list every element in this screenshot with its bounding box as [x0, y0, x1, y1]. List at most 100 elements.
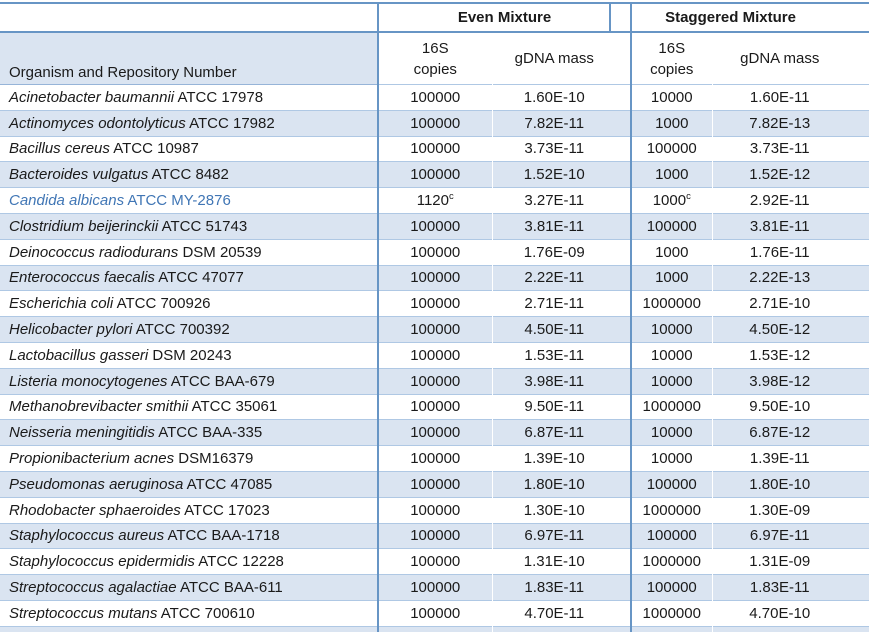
staggered-16s-value: 1000000 — [642, 553, 701, 571]
staggered-16s-copies-cell: 10000 — [630, 445, 712, 472]
staggered-16s-copies-cell: 1000 — [630, 161, 712, 188]
even-16s-value: 100000 — [410, 527, 461, 545]
staggered-mixture-header: Staggered Mixture — [630, 3, 869, 33]
table-row: Streptococcus agalactiae ATCC BAA-611 10… — [0, 574, 869, 601]
organism-name: Streptococcus pneumoniae — [9, 631, 191, 632]
organism-repo: ATCC MY-2876 — [127, 192, 231, 210]
even-16s-copies-cell: 100000 — [377, 470, 492, 498]
organism-cell: Methanobrevibacter smithii ATCC 35061 — [0, 393, 378, 420]
staggered-16s-value: 1000000 — [642, 295, 701, 313]
organism-cell: Actinomyces odontolyticus ATCC 17982 — [0, 109, 378, 137]
staggered-gdna-mass-cell: 7.82E-13 — [711, 109, 869, 137]
table-row: Actinomyces odontolyticus ATCC 17982 100… — [0, 109, 869, 137]
organism-name: Helicobacter pylori — [9, 321, 133, 339]
even-16s-footnote: c — [449, 191, 454, 203]
table-row: Staphylococcus epidermidis ATCC 12228 10… — [0, 548, 869, 575]
staggered-16s-copies-cell: 10000 — [630, 316, 712, 343]
even-16s-value: 100000 — [410, 501, 461, 519]
even-16s-copies-cell: 100000 — [377, 212, 492, 240]
table-row: Escherichia coli ATCC 700926 100000 2.71… — [0, 290, 869, 317]
table-row: Staphylococcus aureus ATCC BAA-1718 1000… — [0, 522, 869, 549]
staggered-gdna-mass-cell: 2.92E-11 — [711, 187, 869, 214]
even-gdna-mass-cell: 2.22E-11 — [491, 264, 631, 291]
even-gdna-mass-cell: 1.53E-11 — [491, 341, 631, 369]
even-gdna-mass-cell: 8.11E-11 — [491, 625, 631, 632]
even-16s-value: 100000 — [410, 346, 461, 364]
even-gdna-mass-cell: 1.76E-09 — [491, 238, 631, 266]
organism-cell: Streptococcus agalactiae ATCC BAA-611 — [0, 574, 378, 601]
table-header: Even Mixture Staggered Mixture Organism … — [0, 3, 869, 85]
organism-cell: Enterococcus faecalis ATCC 47077 — [0, 264, 378, 291]
even-gdna-mass-cell: 3.81E-11 — [491, 212, 631, 240]
organism-repo: ATCC 17978 — [177, 88, 264, 106]
even-16s-value: 100000 — [410, 579, 461, 597]
organism-name: Deinococcus radiodurans — [9, 243, 179, 261]
staggered-16s-footnote: c — [686, 191, 691, 203]
staggered-16s-copies-cell: 10000 — [630, 419, 712, 446]
organism-cell: Clostridium beijerinckii ATCC 51743 — [0, 212, 378, 240]
organism-name: Propionibacterium acnes — [9, 450, 175, 468]
organism-name: Staphylococcus epidermidis — [9, 553, 195, 571]
even-16s-copies-cell: 100000 — [377, 625, 492, 632]
organism-name: Candida albicans — [9, 192, 125, 210]
staggered-gdna-mass-cell: 1.30E-09 — [711, 496, 869, 524]
organism-repo: DSM 20539 — [182, 243, 262, 261]
organism-name: Bacteroides vulgatus — [9, 166, 149, 184]
even-gdna-mass-cell: 1.39E-10 — [491, 445, 631, 472]
organism-repo: DSM16379 — [178, 450, 254, 468]
even-16s-value: 100000 — [410, 140, 461, 158]
even-16s-line2: copies — [413, 60, 457, 78]
staggered-16s-copies-cell: 1000 — [630, 109, 712, 137]
staggered-16s-line2: copies — [650, 60, 694, 78]
organism-name: Acinetobacter baumannii — [9, 88, 175, 106]
even-16s-value: 100000 — [410, 269, 461, 287]
even-16s-copies-cell: 1120c — [377, 187, 492, 214]
even-16s-copies-cell: 100000 — [377, 161, 492, 188]
table-row: Deinococcus radiodurans DSM 20539 100000… — [0, 238, 869, 266]
group-header-row: Even Mixture Staggered Mixture — [0, 3, 869, 33]
staggered-gdna-mass-cell: 1.31E-09 — [711, 548, 869, 575]
organism-repo: ATCC 47085 — [186, 475, 273, 493]
even-16s-copies-cell: 100000 — [377, 341, 492, 369]
organism-cell: Neisseria meningitidis ATCC BAA-335 — [0, 419, 378, 446]
organism-cell: Bacillus cereus ATCC 10987 — [0, 135, 378, 162]
staggered-gdna-mass-cell: 9.50E-10 — [711, 393, 869, 420]
staggered-16s-copies-cell: 100000 — [630, 212, 712, 240]
organism-repo: ATCC 10987 — [113, 140, 199, 158]
table-row: Acinetobacter baumannii ATCC 17978 10000… — [0, 84, 869, 111]
staggered-16s-copies-cell: 10000 — [630, 84, 712, 111]
organism-name: Actinomyces odontolyticus — [9, 114, 186, 132]
staggered-16s-value: 1000000 — [642, 501, 701, 519]
even-16s-value: 100000 — [410, 424, 461, 442]
organism-repo: ATCC 17982 — [189, 114, 275, 132]
even-gdna-mass-cell: 4.70E-11 — [491, 599, 631, 627]
organism-repo: ATCC BAA-335 — [158, 424, 263, 442]
table-row: Candida albicans ATCC MY-2876 1120c 3.27… — [0, 187, 869, 214]
staggered-16s-copies-cell: 100000 — [630, 470, 712, 498]
even-16s-value: 100000 — [410, 243, 461, 261]
staggered-16s-copies-cell: 1000000 — [630, 496, 712, 524]
staggered-gdna-mass-cell: 1.52E-12 — [711, 161, 869, 188]
even-16s-copies-cell: 100000 — [377, 135, 492, 162]
staggered-gdna-mass-cell: 8.11E-13 — [711, 625, 869, 632]
table-row: Enterococcus faecalis ATCC 47077 100000 … — [0, 264, 869, 291]
staggered-gdna-mass-cell: 1.39E-11 — [711, 445, 869, 472]
organism-repo: ATCC 51743 — [161, 217, 248, 235]
even-16s-value: 100000 — [410, 166, 461, 184]
even-gdna-mass-cell: 1.30E-10 — [491, 496, 631, 524]
even-16s-copies-cell: 100000 — [377, 84, 492, 111]
even-gdna-mass-cell: 3.27E-11 — [491, 187, 631, 214]
table-row: Neisseria meningitidis ATCC BAA-335 1000… — [0, 419, 869, 446]
even-gdna-mass-cell: 7.82E-11 — [491, 109, 631, 137]
organism-cell: Rhodobacter sphaeroides ATCC 17023 — [0, 496, 378, 524]
even-16s-value: 1120 — [416, 192, 449, 210]
organism-repo: ATCC BAA-334 — [194, 631, 298, 632]
staggered-gdna-mass-cell: 6.97E-11 — [711, 522, 869, 549]
table-body: Acinetobacter baumannii ATCC 17978 10000… — [0, 84, 869, 632]
staggered-16s-value: 1000 — [655, 631, 688, 632]
even-16s-value: 100000 — [410, 604, 461, 622]
table-row: Rhodobacter sphaeroides ATCC 17023 10000… — [0, 496, 869, 524]
organism-repo: ATCC 700392 — [135, 321, 230, 339]
even-16s-copies-cell: 100000 — [377, 367, 492, 395]
